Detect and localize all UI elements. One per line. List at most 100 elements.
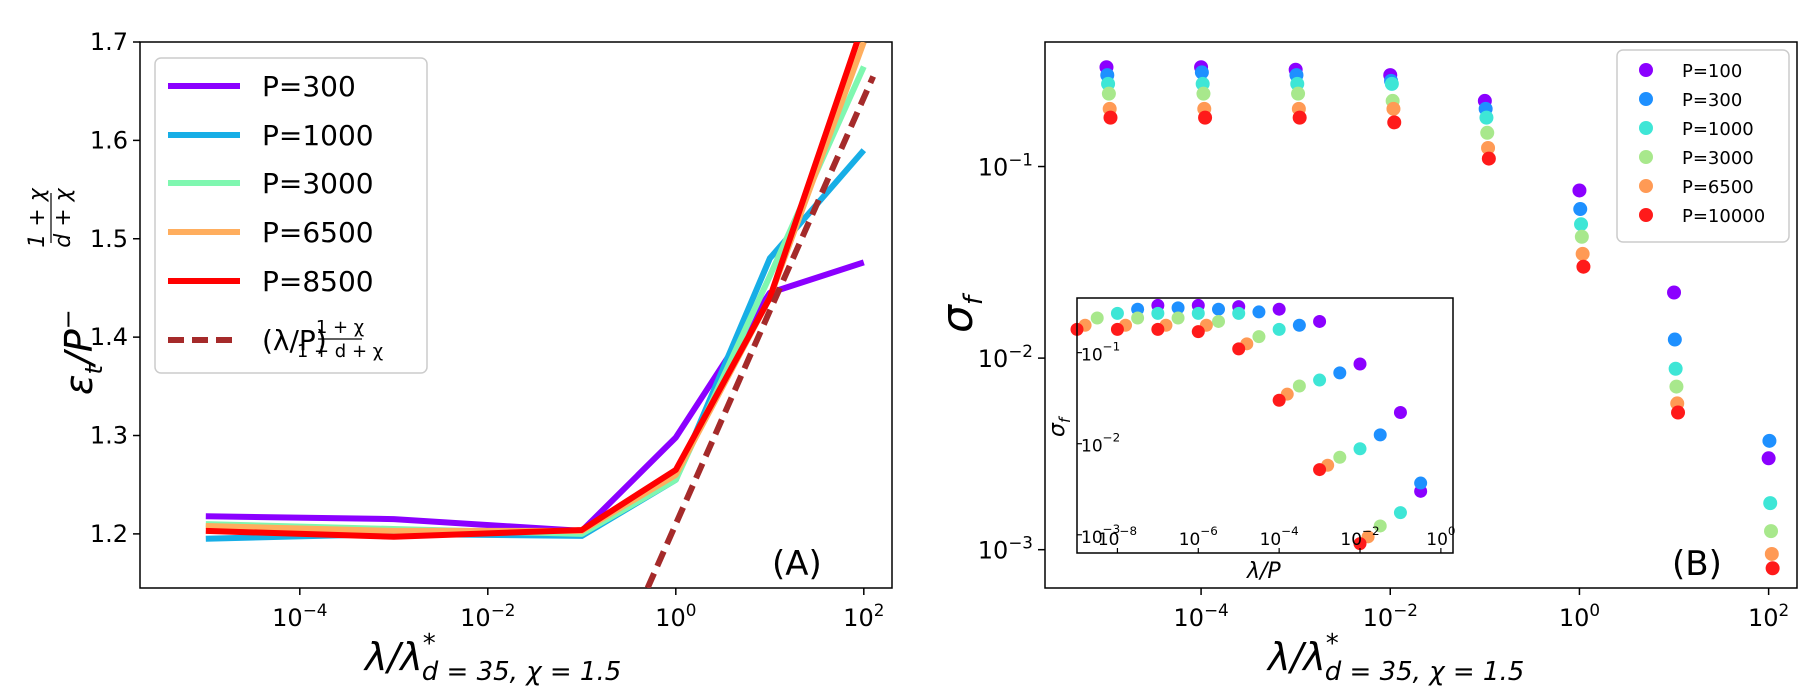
point-p10000 bbox=[1292, 110, 1307, 125]
point-p10000 bbox=[1671, 405, 1686, 420]
inset-point-p1000 bbox=[1313, 373, 1327, 387]
panel-b-x-tick-label: 102 bbox=[1748, 600, 1789, 632]
panel-b-label: (B) bbox=[1672, 544, 1722, 584]
inset-point-p100 bbox=[1393, 406, 1407, 420]
inset-point-p300 bbox=[1252, 305, 1266, 319]
inset-point-p100 bbox=[1272, 302, 1286, 316]
legend-label-p300: P=300 bbox=[1682, 90, 1742, 111]
legend-label-p8500: P=8500 bbox=[262, 265, 374, 298]
line-p300 bbox=[205, 259, 865, 534]
point-p6500 bbox=[1386, 101, 1401, 116]
point-p3000 bbox=[1574, 229, 1589, 244]
panel-a-x-label: λ/λ* d = 35, χ = 1.5 bbox=[363, 629, 621, 687]
point-p10000 bbox=[1576, 259, 1591, 274]
inset-point-p3000 bbox=[1212, 314, 1226, 328]
legend-marker-p10000 bbox=[1639, 208, 1653, 222]
inset-y-ticks: 10−1 10−2 10−3 bbox=[1077, 340, 1120, 548]
point-p3000 bbox=[1480, 125, 1495, 140]
dashed-scaling-line bbox=[644, 75, 876, 588]
panel-a-y-exp-den: d + χ bbox=[51, 187, 76, 247]
inset-point-p3000 bbox=[1131, 311, 1145, 325]
panel-a-x-tick-label: 10−4 bbox=[272, 600, 327, 632]
panel-a: 1.2 1.3 1.4 1.5 1.6 1.7 10−4 10−2 100 102 (A) P=… bbox=[25, 28, 893, 687]
inset-point-p3000 bbox=[1292, 379, 1306, 393]
point-p6500 bbox=[1764, 546, 1779, 561]
point-p300 bbox=[1573, 202, 1588, 217]
panel-b-points bbox=[1099, 60, 1780, 576]
panel-b-inset: 10−1 10−2 10−3 10−8 10−6 10−4 10−2 100 λ/P σf bbox=[1045, 297, 1455, 584]
point-p1000 bbox=[1384, 76, 1399, 91]
legend-label-p300: P=300 bbox=[262, 70, 356, 103]
inset-x-label: λ/P bbox=[1246, 559, 1281, 584]
panel-a-x-tick-label: 10−2 bbox=[460, 600, 515, 632]
panel-a-y-tick-label: 1.6 bbox=[90, 126, 128, 154]
point-p3000 bbox=[1669, 379, 1684, 394]
inset-point-p3000 bbox=[1090, 311, 1104, 325]
legend-label-p10000: P=10000 bbox=[1682, 206, 1765, 227]
point-p10000 bbox=[1481, 151, 1496, 166]
legend-label-p1000: P=1000 bbox=[1682, 119, 1754, 140]
inset-y-tick-label: 10−1 bbox=[1081, 340, 1120, 366]
point-p3000 bbox=[1764, 524, 1779, 539]
inset-x-ticks: 10−8 10−6 10−4 10−2 100 bbox=[1098, 524, 1455, 553]
inset-point-p300 bbox=[1212, 302, 1226, 316]
legend-marker-p1000 bbox=[1639, 121, 1653, 135]
point-p100 bbox=[1572, 183, 1587, 198]
inset-point-p300 bbox=[1373, 428, 1387, 442]
inset-point-p10000 bbox=[1232, 342, 1246, 356]
inset-point-p10000 bbox=[1272, 393, 1286, 407]
inset-background bbox=[1077, 298, 1453, 553]
inset-point-p300 bbox=[1414, 476, 1428, 490]
panel-a-lines bbox=[205, 42, 876, 588]
point-p10000 bbox=[1387, 115, 1402, 130]
legend-label-dashed: (λ/P) bbox=[262, 324, 327, 357]
legend-dashed-exp-den: 1 + d + χ bbox=[297, 341, 383, 362]
inset-frame bbox=[1076, 297, 1454, 554]
panel-a-y-ticks: 1.2 1.3 1.4 1.5 1.6 1.7 bbox=[90, 28, 140, 548]
panel-b-y-ticks: 10−1 10−2 10−3 bbox=[978, 150, 1045, 565]
svg-text:σf: σf bbox=[932, 292, 989, 333]
panel-b-legend: P=100 P=300 P=1000 P=3000 P=6500 P=10000 bbox=[1616, 49, 1790, 243]
inset-point-p100 bbox=[1313, 314, 1327, 328]
legend-label-p3000: P=3000 bbox=[1682, 148, 1754, 169]
legend-label-p100: P=100 bbox=[1682, 61, 1742, 82]
point-p1000 bbox=[1763, 496, 1778, 511]
inset-point-p1000 bbox=[1191, 306, 1205, 320]
svg-text:σf: σf bbox=[1045, 415, 1074, 437]
inset-point-p10000 bbox=[1353, 537, 1367, 551]
panel-a-frame bbox=[139, 41, 893, 589]
inset-point-p1000 bbox=[1272, 322, 1286, 336]
legend-marker-p6500 bbox=[1639, 179, 1653, 193]
legend-label-p6500: P=6500 bbox=[1682, 177, 1754, 198]
point-p10000 bbox=[1198, 110, 1213, 125]
panel-b-y-tick-label: 10−3 bbox=[978, 533, 1033, 565]
inset-x-tick-label: 10−6 bbox=[1179, 524, 1218, 550]
panel-b-x-tick-label: 10−4 bbox=[1173, 600, 1228, 632]
point-p300 bbox=[1667, 332, 1682, 347]
panel-a-legend: P=300 P=1000 P=3000 P=6500 P=8500 (λ/P) … bbox=[154, 57, 428, 374]
legend-label-p3000: P=3000 bbox=[262, 167, 374, 200]
point-p1000 bbox=[1574, 217, 1589, 232]
panel-a-y-tick-label: 1.4 bbox=[90, 323, 128, 351]
inset-point-p100 bbox=[1353, 357, 1367, 371]
legend-marker-p3000 bbox=[1639, 150, 1653, 164]
inset-point-p300 bbox=[1292, 318, 1306, 332]
panel-b-x-tick-label: 100 bbox=[1559, 600, 1600, 632]
inset-x-tick-label: 10−8 bbox=[1098, 524, 1137, 550]
point-p1000 bbox=[1479, 110, 1494, 125]
inset-point-p1000 bbox=[1232, 306, 1246, 320]
inset-point-p300 bbox=[1333, 366, 1347, 380]
panel-b-legend-box bbox=[1616, 49, 1790, 243]
panel-b-y-label: σf bbox=[932, 292, 989, 333]
panel-a-x-tick-label: 102 bbox=[843, 600, 884, 632]
panel-b-y-tick-label: 10−1 bbox=[978, 150, 1033, 182]
inset-point-p10000 bbox=[1191, 325, 1205, 339]
panel-b-y-tick-label: 10−2 bbox=[978, 341, 1033, 373]
legend-dashed-exp-num: 1 + χ bbox=[316, 317, 364, 338]
point-p3000 bbox=[1291, 86, 1306, 101]
inset-x-tick-label: 10−4 bbox=[1260, 524, 1299, 550]
legend-label-p1000: P=1000 bbox=[262, 119, 374, 152]
inset-x-tick-label: 10−2 bbox=[1340, 524, 1379, 550]
panel-b-x-tick-label: 10−2 bbox=[1363, 600, 1418, 632]
